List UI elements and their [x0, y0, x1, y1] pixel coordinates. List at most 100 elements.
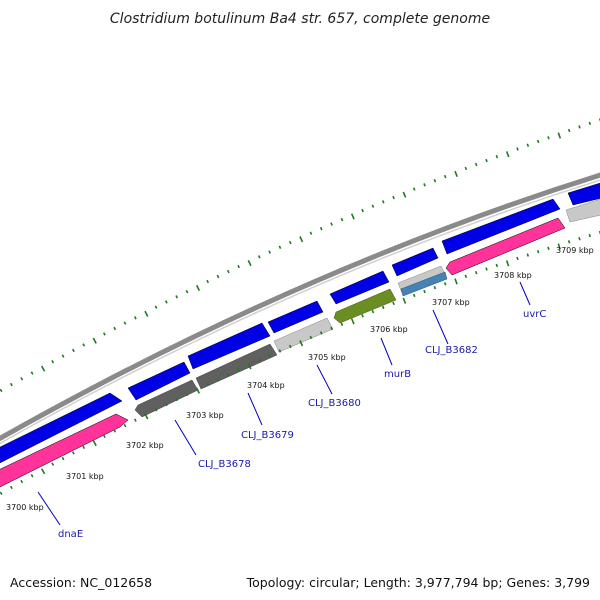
tick-mark — [102, 332, 106, 336]
gene-reverse-dnaE[interactable] — [0, 413, 129, 492]
tick-mark — [340, 322, 344, 326]
gene-forward-1[interactable] — [127, 361, 191, 401]
tick-mark — [516, 256, 519, 261]
tick-label: 3708 kbp — [494, 271, 532, 280]
gene-label-murB[interactable]: murB — [384, 369, 411, 380]
tick-mark — [330, 326, 333, 331]
tick-mark — [92, 440, 97, 447]
gene-forward-7[interactable] — [567, 180, 600, 206]
tick-mark — [185, 392, 189, 397]
tick-mark — [268, 353, 271, 358]
tick-mark — [547, 246, 550, 251]
tick-mark — [226, 269, 230, 274]
tick-mark — [216, 274, 220, 279]
gene-forward-4[interactable] — [329, 270, 390, 305]
tick-mark — [516, 147, 519, 151]
tick-mark — [185, 289, 189, 294]
topology-text: Topology: circular; Length: 3,977,794 bp… — [246, 575, 590, 590]
tick-mark — [216, 377, 220, 382]
gene-label-CLJ_B3682[interactable]: CLJ_B3682 — [425, 345, 478, 356]
tick-mark — [567, 240, 571, 244]
tick-mark — [319, 226, 323, 231]
gene-reverse-uvrC[interactable] — [445, 217, 566, 276]
inner-tick-marks — [0, 230, 600, 496]
tick-mark — [526, 253, 530, 257]
tick-mark — [371, 204, 375, 208]
tick-mark — [237, 368, 240, 372]
tick-mark — [495, 154, 499, 159]
tick-mark — [278, 349, 282, 353]
tick-mark — [340, 217, 344, 222]
tick-mark — [474, 162, 478, 167]
gene-forward-2[interactable] — [187, 322, 271, 370]
tick-mark — [578, 236, 581, 241]
tick-mark — [144, 310, 149, 317]
gene-label-dnaE[interactable]: dnaE — [58, 529, 83, 540]
tick-mark — [588, 121, 592, 126]
tick-mark — [51, 359, 55, 364]
tick-mark — [61, 354, 65, 358]
tick-label: 3701 kbp — [66, 472, 104, 481]
tick-mark — [102, 434, 106, 439]
tick-mark — [113, 429, 117, 433]
tick-mark — [381, 200, 385, 204]
tick-mark — [164, 402, 168, 407]
tick-mark — [330, 222, 333, 226]
tick-mark — [299, 236, 304, 243]
tick-label: 3707 kbp — [432, 298, 470, 307]
tick-mark — [257, 255, 261, 259]
gene-forward-dnaE[interactable] — [0, 392, 123, 468]
tick-label: 3702 kbp — [126, 441, 164, 450]
gene-forward-5[interactable] — [391, 247, 439, 277]
tick-mark — [381, 305, 385, 310]
gene-reverse-CLJ_B3682-b[interactable] — [400, 271, 448, 297]
tick-mark — [350, 213, 355, 220]
tick-mark — [9, 382, 13, 387]
tick-mark — [505, 260, 510, 267]
tick-mark — [237, 264, 241, 269]
tick-mark — [61, 456, 65, 461]
tick-mark — [433, 179, 437, 183]
gene-forward-6[interactable] — [441, 198, 561, 255]
tick-mark — [175, 295, 179, 299]
tick-label: 3706 kbp — [370, 325, 408, 334]
tick-label: 3703 kbp — [186, 411, 224, 420]
tick-mark — [423, 289, 426, 294]
tick-mark — [350, 318, 355, 325]
tick-mark — [495, 263, 499, 268]
accession-text: Accession: NC_012658 — [10, 575, 152, 590]
tick-mark — [526, 143, 530, 147]
gene-reverse-CLJ_B3678[interactable] — [134, 379, 199, 418]
tick-mark — [423, 183, 426, 187]
gene-label-uvrC[interactable]: uvrC — [523, 309, 546, 320]
tick-mark — [412, 187, 416, 191]
tick-mark — [443, 282, 447, 286]
gene-label-CLJ_B3678[interactable]: CLJ_B3678 — [198, 459, 251, 470]
gene-reverse-8[interactable] — [565, 196, 600, 223]
tick-mark — [464, 166, 468, 171]
tick-mark — [40, 468, 46, 475]
gene-forward-3[interactable] — [267, 300, 324, 334]
tick-mark — [133, 418, 137, 422]
tick-label: 3705 kbp — [308, 353, 346, 362]
tick-mark — [536, 249, 540, 254]
tick-mark — [547, 136, 550, 140]
gene-reverse-CLJ_B3679[interactable] — [195, 343, 278, 390]
tick-mark — [474, 270, 478, 275]
tick-mark — [123, 321, 127, 325]
gene-reverse-murB[interactable] — [333, 288, 397, 324]
map-title: Clostridium botulinum Ba4 str. 657, comp… — [110, 11, 490, 27]
gene-label-leaders — [37, 281, 531, 526]
tick-mark — [92, 337, 97, 344]
gene-reverse-CLJ_B3680[interactable] — [273, 317, 334, 353]
tick-mark — [361, 314, 364, 318]
tick-mark — [154, 305, 158, 309]
accession-label: Accession: — [10, 575, 77, 590]
tick-mark — [433, 285, 437, 290]
tick-mark — [361, 208, 364, 213]
gene-label-CLJ_B3680[interactable]: CLJ_B3680 — [308, 398, 361, 409]
tick-mark — [82, 445, 86, 450]
gene-label-CLJ_B3679[interactable]: CLJ_B3679 — [241, 430, 294, 441]
tick-mark — [247, 260, 252, 267]
